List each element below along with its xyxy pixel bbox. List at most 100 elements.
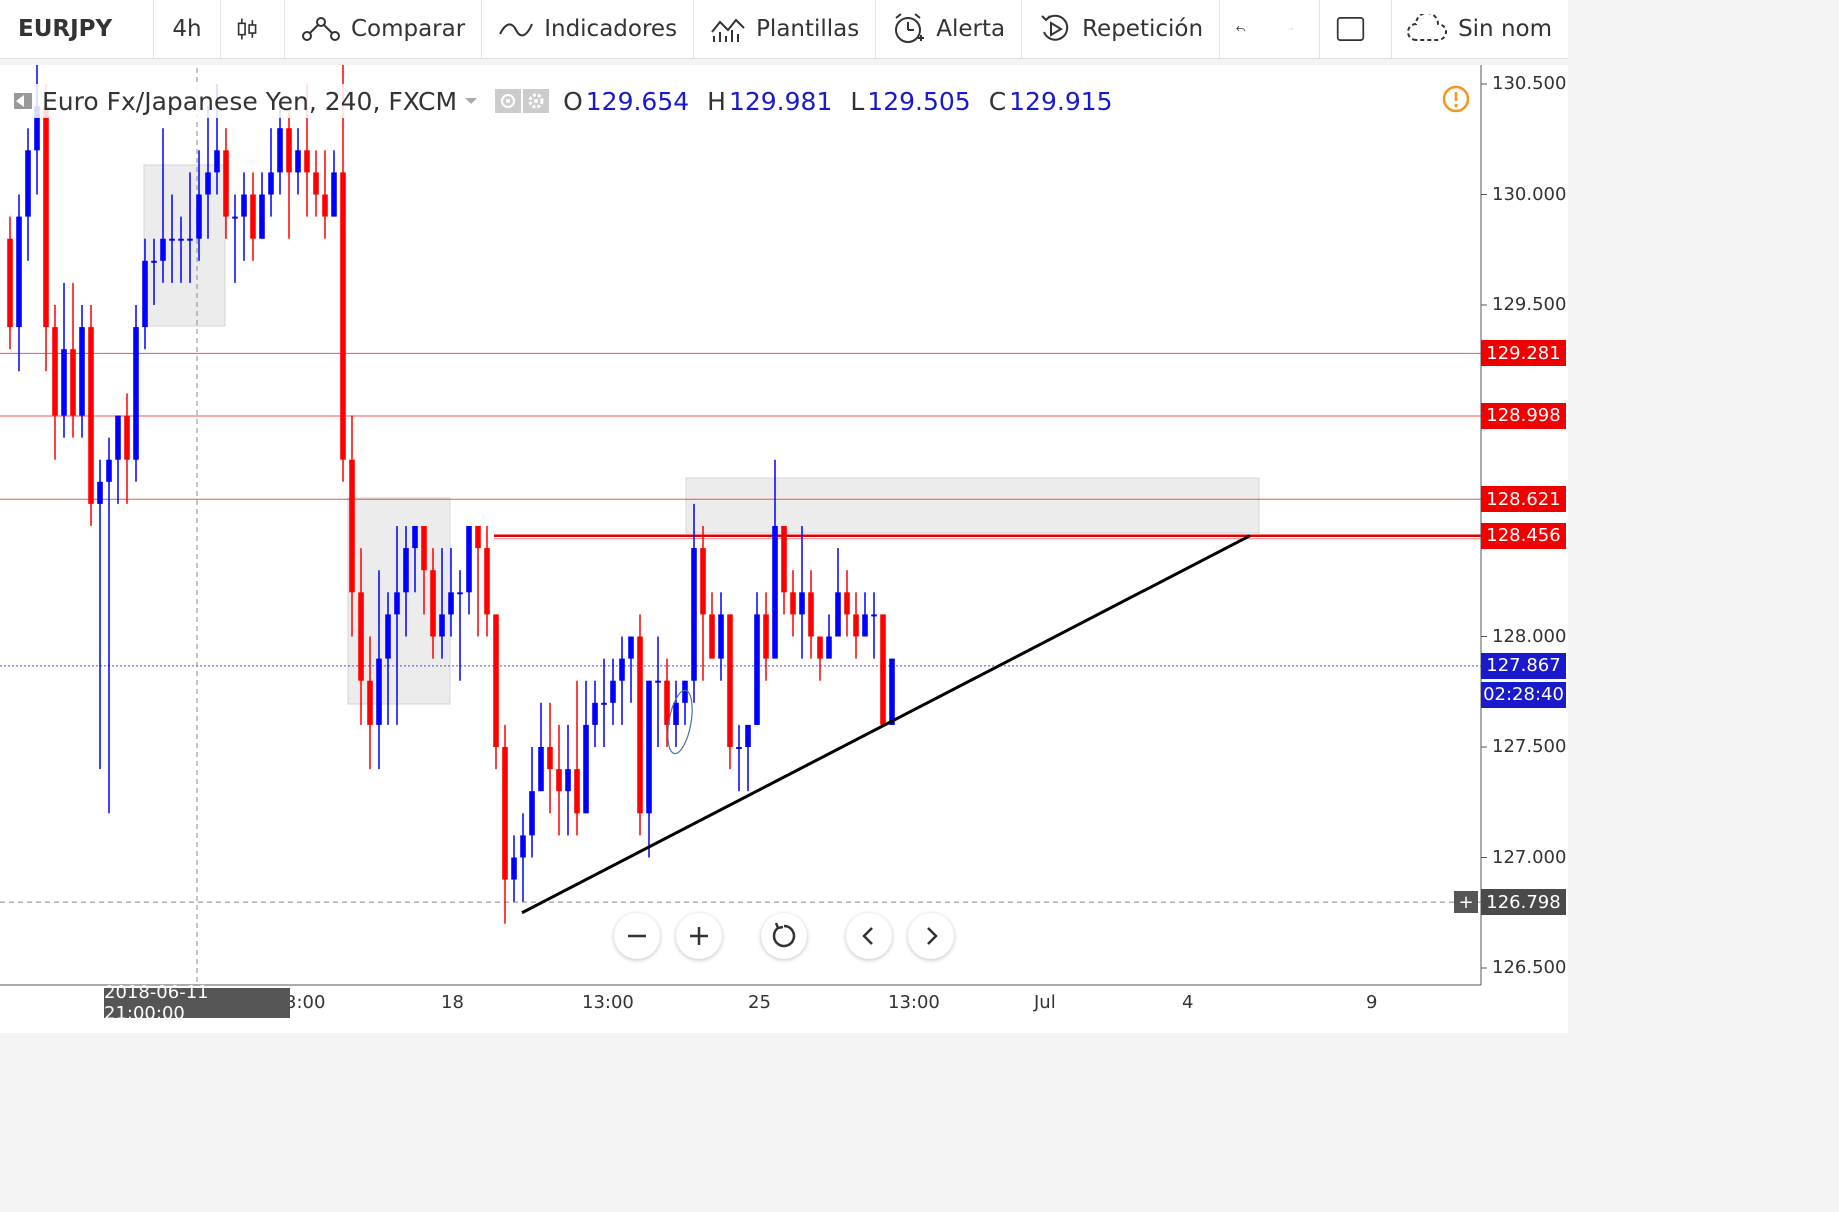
candle-body bbox=[736, 747, 742, 749]
candle-body bbox=[862, 614, 868, 637]
candle-body bbox=[880, 614, 886, 725]
highlight-zones bbox=[143, 164, 1260, 705]
indicators-label: Indicadores bbox=[544, 16, 678, 42]
candle-body bbox=[295, 150, 301, 173]
candle-body bbox=[7, 238, 13, 328]
time-tick-label: Jul bbox=[1034, 992, 1056, 1013]
layout-name-button[interactable]: Sin nom bbox=[1392, 0, 1568, 58]
candle-body bbox=[727, 614, 733, 747]
candle-body bbox=[367, 680, 373, 725]
cloud-icon bbox=[1407, 14, 1447, 41]
price-tag: 127.867 bbox=[1481, 652, 1566, 679]
candle-body bbox=[349, 459, 355, 593]
price-chart[interactable]: + bbox=[0, 65, 1568, 1033]
eye-icon[interactable] bbox=[495, 89, 522, 113]
scroll-forward-button[interactable] bbox=[908, 913, 954, 959]
candle-body bbox=[790, 592, 796, 615]
chart-pane[interactable]: + Euro Fx/Japanese Yen, 240, FXCM O 129.6… bbox=[0, 65, 1568, 1033]
open-label: O bbox=[563, 86, 583, 116]
price-tag: 02:28:40 bbox=[1481, 681, 1566, 708]
replay-button[interactable]: Repetición bbox=[1022, 0, 1221, 58]
price-tag: 126.798 bbox=[1481, 889, 1566, 916]
candle-body bbox=[79, 327, 85, 416]
candle-body bbox=[826, 636, 832, 659]
candle-body bbox=[808, 592, 814, 637]
candle-body bbox=[178, 238, 184, 241]
time-tick-label: 13:00 bbox=[582, 992, 634, 1013]
time-tick-label: 25 bbox=[748, 992, 771, 1013]
gear-icon[interactable] bbox=[523, 89, 550, 113]
interval-button[interactable]: 4h bbox=[154, 0, 221, 58]
candle-body bbox=[844, 592, 850, 615]
time-tick-label: 9 bbox=[1366, 992, 1378, 1013]
candle-body bbox=[151, 260, 157, 263]
alarm-clock-icon bbox=[895, 13, 925, 43]
candle-body bbox=[547, 747, 553, 770]
templates-button[interactable]: Plantillas bbox=[694, 0, 877, 58]
price-axis-plus-button[interactable] bbox=[1454, 891, 1478, 913]
candle-body bbox=[304, 150, 310, 173]
candle-body bbox=[745, 724, 751, 747]
candle-body bbox=[520, 835, 526, 858]
replay-label: Repetición bbox=[1082, 16, 1204, 42]
candle-body bbox=[340, 172, 346, 460]
candle-body bbox=[889, 658, 895, 725]
candle-body bbox=[187, 238, 193, 241]
fullscreen-button[interactable] bbox=[1320, 0, 1393, 58]
candle-body bbox=[286, 128, 292, 173]
candle-body bbox=[322, 194, 328, 217]
interval-label: 4h bbox=[172, 16, 202, 42]
candle-body bbox=[637, 636, 643, 814]
symbol-search-button[interactable]: EURJPY bbox=[0, 0, 155, 58]
candle-body bbox=[160, 238, 166, 261]
candle-body bbox=[493, 614, 499, 747]
candle-body bbox=[250, 194, 256, 239]
alert-button[interactable]: Alerta bbox=[876, 0, 1023, 58]
candle-body bbox=[412, 526, 418, 549]
candle-body bbox=[106, 459, 112, 482]
price-tag: 128.998 bbox=[1481, 402, 1566, 429]
price-tick-label: 127.500 bbox=[1492, 736, 1567, 757]
candle-body bbox=[835, 592, 841, 637]
redo-button[interactable] bbox=[1272, 0, 1321, 58]
dropdown-caret-icon[interactable] bbox=[461, 91, 481, 111]
trend-line[interactable] bbox=[521, 534, 1251, 915]
templates-label: Plantillas bbox=[756, 16, 860, 42]
candle-body bbox=[628, 636, 634, 659]
candle-body bbox=[538, 747, 544, 792]
symbol-legend: Euro Fx/Japanese Yen, 240, FXCM O 129.654… bbox=[12, 84, 1113, 118]
candle-body bbox=[475, 526, 481, 549]
candle-body bbox=[52, 327, 58, 416]
warning-icon[interactable] bbox=[1441, 84, 1471, 114]
candle-body bbox=[619, 658, 625, 681]
candle-body bbox=[16, 216, 22, 328]
scroll-back-button[interactable] bbox=[846, 913, 892, 959]
candles-icon bbox=[237, 18, 257, 40]
candle-body bbox=[241, 194, 247, 217]
undo-button[interactable] bbox=[1220, 0, 1272, 58]
compare-label: Comparar bbox=[350, 16, 466, 42]
candle-body bbox=[691, 548, 697, 681]
candle-body bbox=[682, 680, 688, 703]
collapse-arrow-icon[interactable] bbox=[12, 91, 34, 111]
candle-body bbox=[853, 614, 859, 637]
symbol-label: EURJPY bbox=[18, 16, 113, 42]
redo-icon bbox=[1288, 27, 1293, 31]
reset-chart-button[interactable] bbox=[761, 913, 807, 959]
price-tag: 128.621 bbox=[1481, 486, 1566, 513]
candle-body bbox=[655, 680, 661, 683]
close-label: C bbox=[988, 86, 1007, 116]
symbol-title: Euro Fx/Japanese Yen, 240, FXCM bbox=[42, 86, 458, 116]
zoom-in-button[interactable] bbox=[676, 913, 722, 959]
high-value: 129.981 bbox=[728, 86, 833, 116]
candle-body bbox=[610, 680, 616, 703]
indicators-button[interactable]: Indicadores bbox=[482, 0, 695, 58]
candle-body bbox=[511, 857, 517, 880]
close-value: 129.915 bbox=[1009, 86, 1113, 116]
chart-type-button[interactable] bbox=[221, 0, 285, 58]
candle-body bbox=[529, 791, 535, 836]
zoom-out-button[interactable] bbox=[614, 913, 660, 959]
price-tick-label: 130.000 bbox=[1492, 183, 1567, 205]
compare-button[interactable]: Comparar bbox=[285, 0, 483, 58]
candle-body bbox=[502, 747, 508, 880]
